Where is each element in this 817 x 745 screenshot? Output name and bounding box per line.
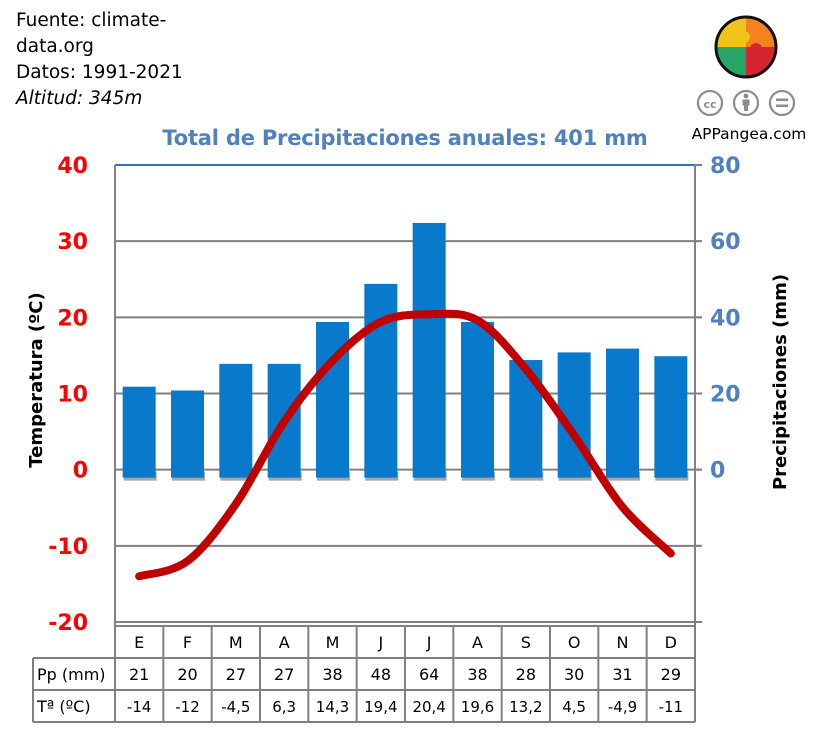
left-tick-label: -20 [48,611,88,636]
cc-icon: cc [696,89,724,117]
pp-cell: 21 [129,665,149,684]
month-label: A [472,633,483,652]
precipitation-bar [606,348,639,478]
pp-cell: 64 [419,665,439,684]
row-label: Tª (ºC) [36,697,91,716]
temp-cell: 4,5 [562,698,586,716]
temp-cell: -12 [175,698,200,716]
pp-cell: 38 [322,665,342,684]
chart-metadata: Fuente: climate- data.org Datos: 1991-20… [16,8,183,112]
month-label: O [568,633,581,652]
month-label: J [426,633,432,652]
pp-cell: 27 [274,665,294,684]
temp-cell: 13,2 [509,698,542,716]
pp-cell: 29 [661,665,681,684]
right-tick-label: 60 [710,230,741,255]
precipitation-bar [654,356,688,478]
month-label: J [377,633,383,652]
left-axis-ticks: 40 30 20 10 0 -10 -20 [48,154,88,636]
temp-cell: -14 [127,698,152,716]
month-label: M [326,633,340,652]
right-axis-label: Precipitaciones (mm) [770,274,791,490]
attribution-icon [732,89,760,117]
precipitation-bars [122,222,689,481]
site-name: APPangea.com [691,125,807,143]
precipitation-bar [412,222,446,478]
month-label: S [521,633,531,652]
temp-cell: -4,9 [608,698,637,716]
left-tick-label: 40 [57,154,88,179]
month-label: M [229,633,243,652]
row-label: Pp (mm) [37,665,106,684]
pp-cell: 27 [226,665,246,684]
pp-cell: 30 [564,665,584,684]
right-tick-label: 80 [710,154,741,179]
temp-cell: 14,3 [316,698,349,716]
pp-cell: 38 [467,665,487,684]
temp-cell: -11 [659,698,684,716]
left-tick-label: -10 [48,535,88,560]
left-axis-label: Temperatura (ºC) [26,292,47,468]
temperature-line [135,309,675,581]
temp-cell: 20,4 [412,698,445,716]
month-label: E [134,633,144,652]
temp-cell: 6,3 [272,698,296,716]
month-label: A [279,633,290,652]
pp-cell: 31 [612,665,632,684]
source-line-2: data.org [16,36,94,57]
source-line-1: Fuente: climate- [16,10,167,31]
left-tick-label: 20 [57,306,88,331]
pp-cell: 48 [371,665,391,684]
left-tick-label: 10 [57,383,88,408]
temp-cell: 19,4 [364,698,397,716]
svg-text:cc: cc [703,98,716,111]
temp-cell: 19,6 [461,698,494,716]
data-table: E F M A M J J A S O N D Pp (mm) Tª (ºC) 21 20 27 27 38 48 64… [32,625,696,723]
month-label: N [617,633,629,652]
left-tick-label: 0 [73,459,88,484]
precipitation-bar [122,386,156,478]
pp-cell: 28 [516,665,536,684]
precipitation-bar [364,283,398,478]
temperature-curve [135,309,675,581]
temp-cell: -4,5 [221,698,250,716]
right-tick-label: 0 [710,459,725,484]
chart-title: Total de Precipitaciones anuales: 401 mm [162,126,648,150]
right-tick-label: 40 [710,306,741,331]
license-icons: cc [696,89,796,117]
precipitation-bar [219,363,253,478]
left-tick-label: 30 [57,230,88,255]
altitude: Altitud: 345m [16,88,143,109]
precipitation-bar [461,321,494,478]
right-tick-label: 20 [710,383,741,408]
axes [114,164,702,626]
puzzle-logo-icon [714,15,778,79]
month-label: D [665,633,677,652]
right-axis-ticks: 80 60 40 20 0 [710,154,741,484]
month-label: F [183,633,192,652]
data-years: Datos: 1991-2021 [16,62,183,83]
precipitation-bar [171,390,204,478]
no-derivatives-icon [768,89,796,117]
pp-cell: 20 [177,665,197,684]
